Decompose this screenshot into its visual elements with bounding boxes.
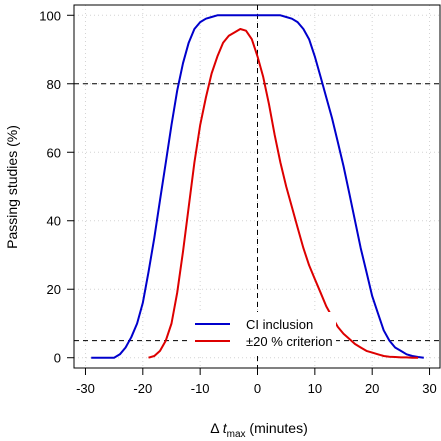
y-axis-title: Passing studies (%) bbox=[4, 125, 20, 249]
x-tick-label-10: -10 bbox=[191, 381, 210, 396]
x-tick-label-30: 30 bbox=[422, 381, 436, 396]
x-axis-title-prefix: Δ bbox=[210, 420, 222, 436]
y-tick-label-100: 100 bbox=[39, 8, 61, 23]
y-tick-label-60: 60 bbox=[47, 145, 61, 160]
series-group bbox=[91, 14, 424, 359]
y-tick-label-20: 20 bbox=[47, 282, 61, 297]
x-tick-label-0: 0 bbox=[254, 381, 261, 396]
series-line-20-criterion bbox=[148, 28, 419, 359]
legend: CI inclusion ±20 % criterion bbox=[188, 312, 336, 356]
legend-background bbox=[188, 312, 336, 356]
legend-label-20-percent-criterion: ±20 % criterion bbox=[246, 334, 333, 349]
x-axis: -30 -20 -10 0 10 20 30 bbox=[76, 367, 437, 396]
x-tick-label-20: -20 bbox=[133, 381, 152, 396]
y-axis: 0 20 40 60 80 100 bbox=[39, 8, 75, 366]
x-axis-title-variable: t bbox=[223, 420, 228, 436]
series-line-ci-inclusion bbox=[91, 14, 424, 359]
y-tick-label-0: 0 bbox=[54, 351, 61, 366]
y-tick-label-40: 40 bbox=[47, 214, 61, 229]
legend-label-ci-inclusion: CI inclusion bbox=[246, 317, 313, 332]
x-axis-title-suffix: (minutes) bbox=[246, 420, 308, 436]
x-tick-label-10: 10 bbox=[308, 381, 322, 396]
grid-lines bbox=[74, 5, 441, 368]
y-tick-label-80: 80 bbox=[47, 77, 61, 92]
x-tick-label-20: 20 bbox=[365, 381, 379, 396]
x-axis-title: Δ tmax (minutes) bbox=[210, 420, 308, 440]
x-tick-label-30: -30 bbox=[76, 381, 95, 396]
x-axis-title-subscript: max bbox=[227, 429, 246, 440]
